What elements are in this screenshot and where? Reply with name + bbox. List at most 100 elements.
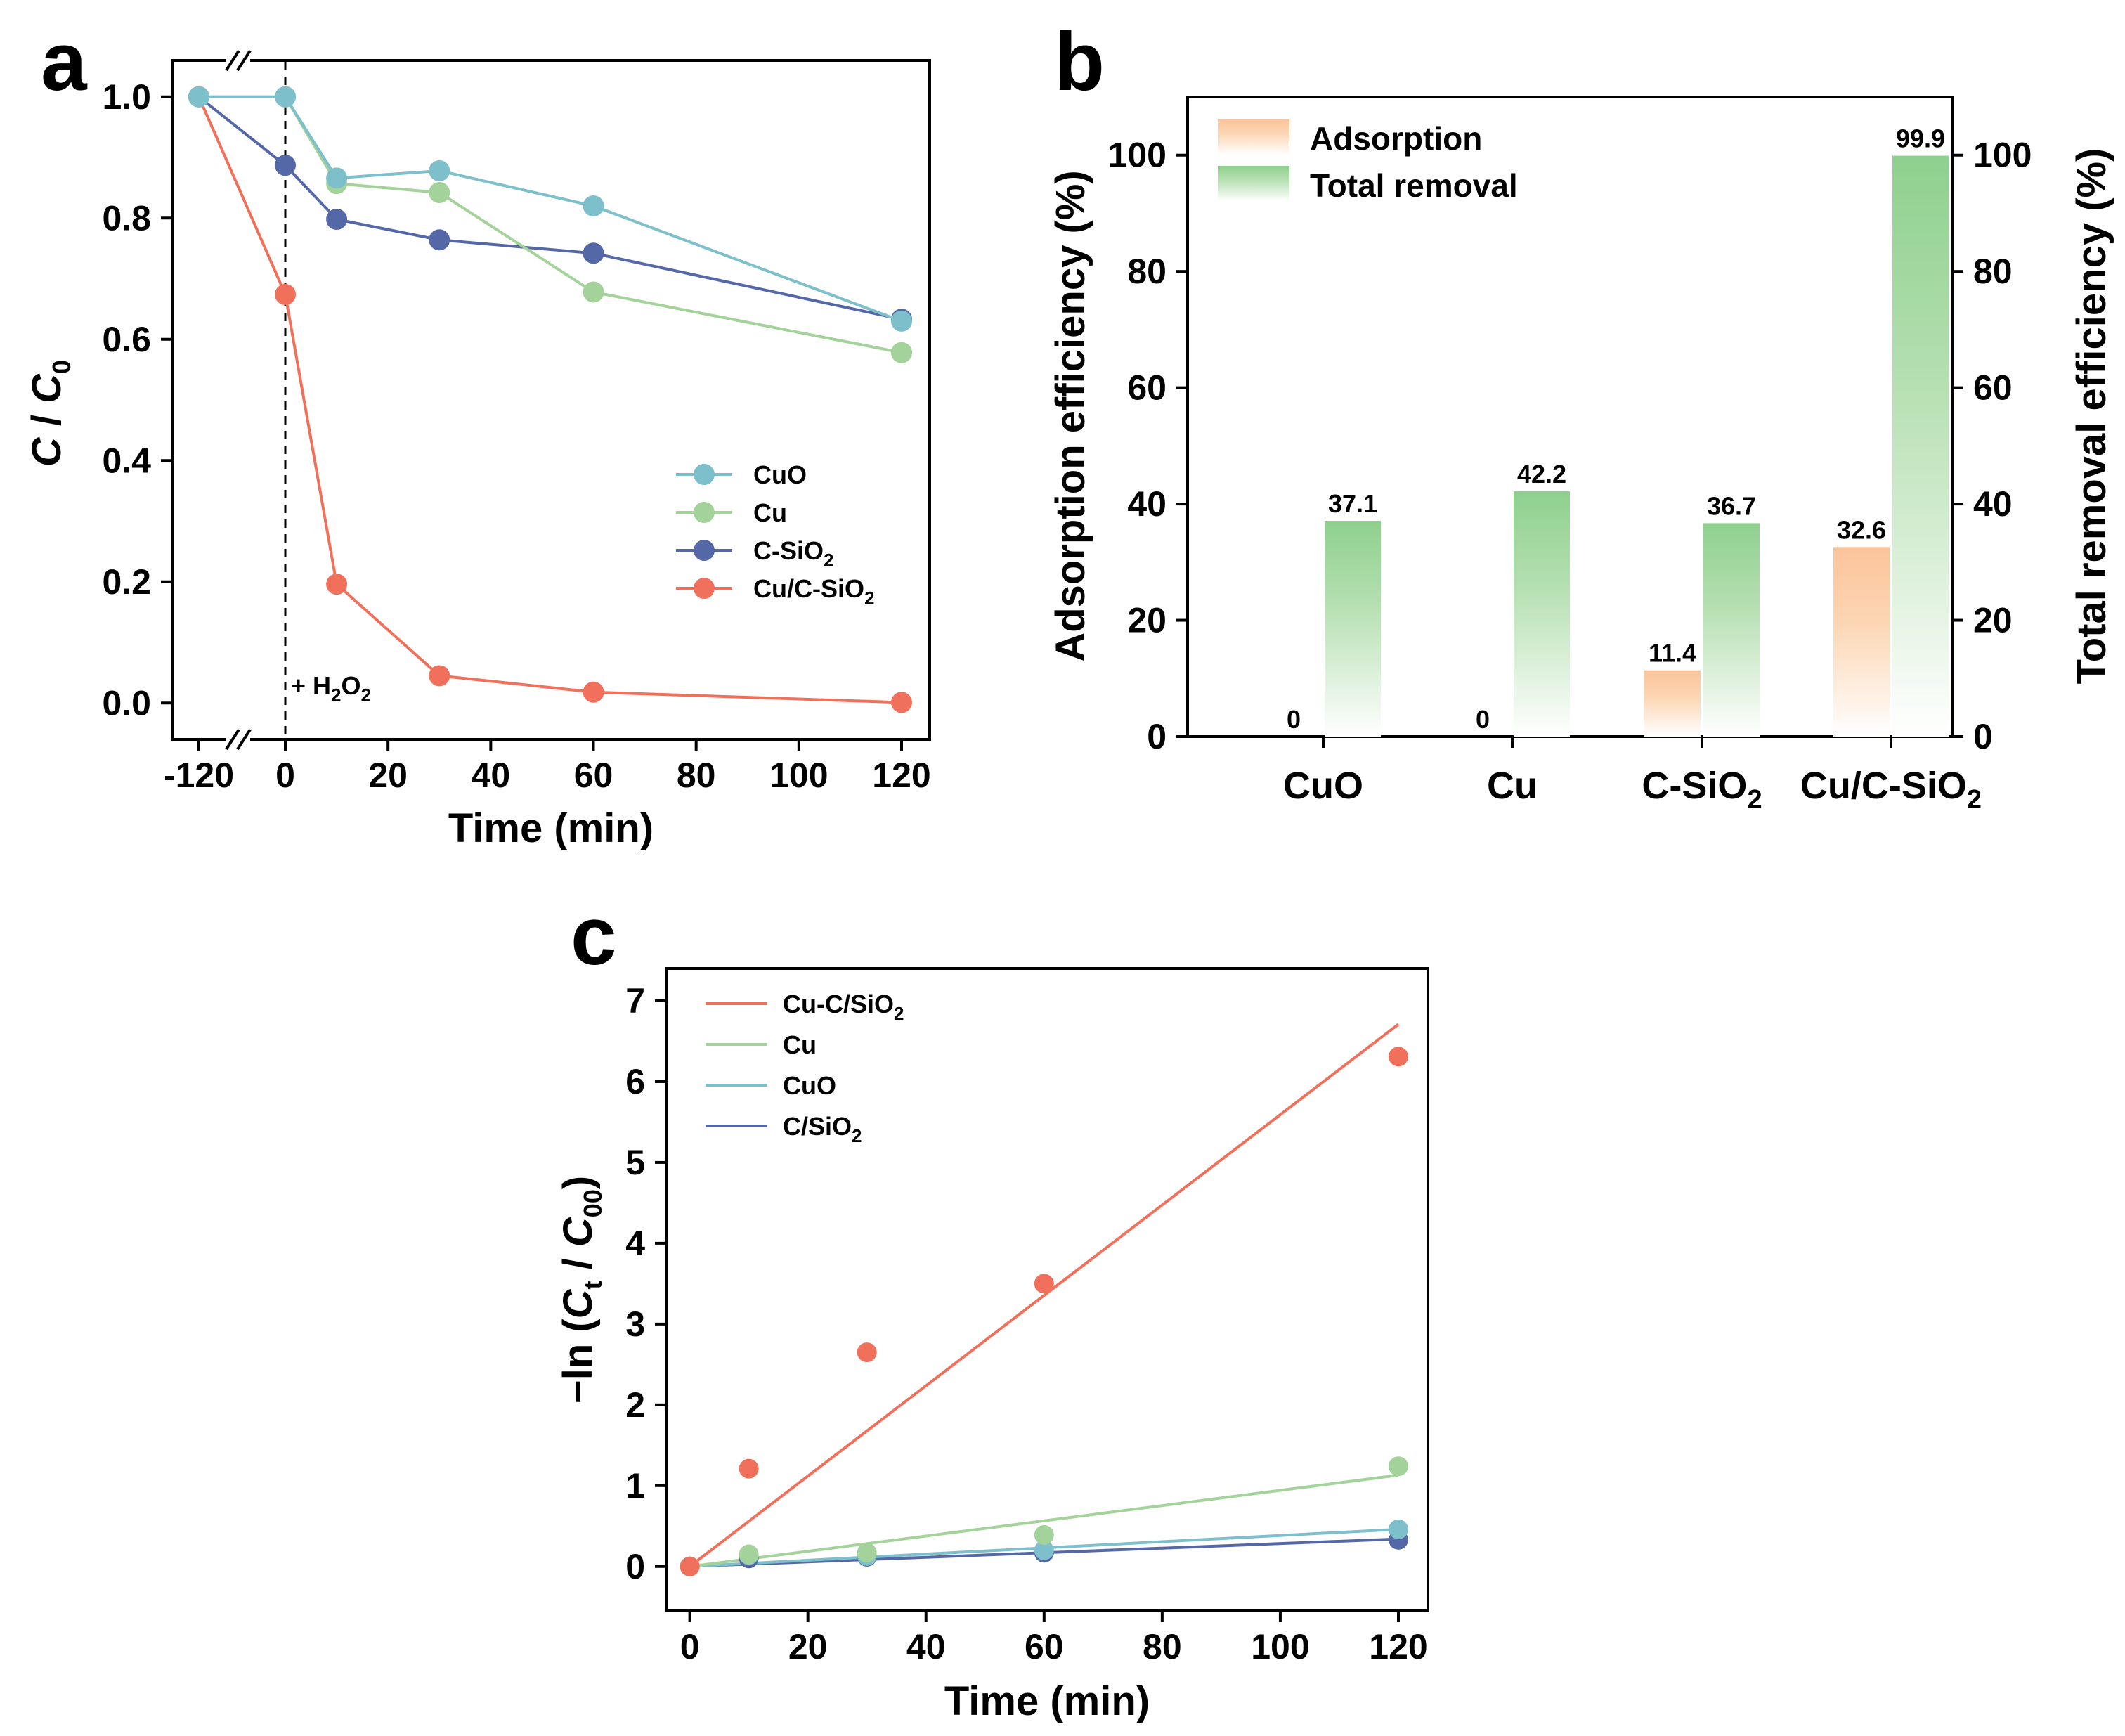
axis-break-mark (236, 49, 252, 72)
data-point-C-SiO2 (429, 229, 450, 251)
y-tick-label: 3 (625, 1304, 645, 1344)
data-point-Cu (891, 342, 912, 363)
y-tick-label: 5 (625, 1143, 645, 1182)
y-tick-label-right: 100 (1973, 136, 2032, 175)
y-tick-label-right: 40 (1973, 484, 2013, 524)
panel-letter-a: a (41, 15, 88, 108)
y-tick-label: 0.4 (102, 441, 151, 480)
x-tick-label: 40 (472, 756, 511, 795)
axis-break-mark (225, 728, 240, 751)
bars-b: 0 37.1 0 42.2 11.4 36.7 32.6 99.9 (1287, 124, 1949, 748)
y-tick-label-left: 40 (1127, 484, 1167, 524)
y-axis-ticks-c: 0 1 2 3 4 5 6 7 (625, 981, 666, 1586)
legend-marker-Cu (694, 502, 715, 523)
data-point-Cu-C/SiO2 (1388, 1047, 1408, 1067)
y-tick-label-right: 0 (1973, 717, 1993, 756)
bar-label-total-removal: 37.1 (1328, 489, 1377, 518)
x-tick-label: 60 (574, 756, 613, 795)
bar-label-adsorption: 0 (1476, 705, 1490, 734)
legend-marker-Cu/C-SiO2 (694, 578, 715, 599)
legend-swatch-adsorption (1218, 119, 1289, 155)
series-line-Cu (199, 95, 902, 354)
y-tick-label-left: 60 (1127, 368, 1167, 408)
x-axis-ticks-a: -120 0 20 40 60 80 100 120 (164, 739, 931, 795)
y-axis-label-right-b: Total removal efficiency (%) (2069, 148, 2114, 685)
bar-total-removal-C-SiO2 (1703, 523, 1760, 737)
data-point-Cu-C/SiO2 (680, 1556, 700, 1576)
x-tick-label: 100 (1251, 1627, 1309, 1666)
x-tick-label: 80 (1143, 1627, 1182, 1666)
data-point-Cu (857, 1543, 877, 1563)
y-tick-label-right: 20 (1973, 601, 2013, 640)
category-label-CuO: CuO (1283, 765, 1363, 807)
data-point-Cu-C/SiO2 (739, 1458, 759, 1479)
series-line-Cu/C-SiO2 (197, 96, 902, 704)
y-tick-label: 1 (625, 1466, 645, 1505)
category-labels-b: CuO Cu C-SiO2 Cu/C-SiO2 (1283, 765, 1982, 815)
legend-label-Cu-C/SiO2: Cu-C/SiO2 (783, 990, 904, 1024)
fit-line-Cu (689, 1473, 1399, 1568)
legend-label-Cu: Cu (753, 498, 787, 527)
bar-adsorption-Cu/C-SiO2 (1833, 547, 1890, 737)
data-point-Cu/C-SiO2 (326, 574, 348, 595)
y-axis-label-a: C / C0 (24, 360, 76, 467)
data-point-Cu (1388, 1456, 1408, 1477)
y-tick-label-left: 80 (1127, 252, 1167, 291)
axis-break-mark (225, 49, 240, 72)
data-point-CuO (1388, 1519, 1408, 1539)
data-point-C-SiO2 (583, 242, 604, 264)
x-tick-label: 60 (1025, 1627, 1064, 1666)
panel-b: b 0 0 20 20 40 40 60 60 80 80 100 100 0 37.1 0 42.2 11.… (1048, 15, 2114, 815)
series-group-a (188, 86, 912, 713)
y-tick-label: 7 (625, 981, 645, 1021)
category-label-C-SiO2: C-SiO2 (1642, 765, 1762, 815)
data-point-CuO (891, 310, 912, 332)
legend-label-CuO: CuO (753, 460, 807, 489)
x-tick-label: 0 (275, 756, 295, 795)
data-point-C-SiO2 (326, 208, 348, 230)
y-axis-label-left-b: Adsorption efficiency (%) (1048, 170, 1093, 661)
legend-label-Cu: Cu (783, 1030, 817, 1059)
panel-letter-b: b (1054, 15, 1105, 108)
series-line-CuO (199, 95, 902, 323)
bar-total-removal-Cu/C-SiO2 (1892, 155, 1949, 737)
x-tick-label: 20 (788, 1627, 828, 1666)
y-tick-label: 4 (625, 1224, 645, 1263)
data-point-CuO (275, 86, 296, 108)
legend-marker-C-SiO2 (694, 540, 715, 561)
y-tick-label: 6 (625, 1062, 645, 1101)
x-tick-label: 0 (680, 1627, 700, 1666)
data-point-Cu (739, 1544, 759, 1565)
x-tick-label: -120 (164, 756, 234, 795)
y-tick-label-left: 20 (1127, 601, 1167, 640)
data-point-CuO (429, 160, 450, 181)
legend-label-adsorption: Adsorption (1310, 120, 1482, 157)
y-tick-label-left: 0 (1147, 717, 1167, 756)
y-axis-label-c: −ln (Ct / C00) (555, 1176, 607, 1404)
legend-b: Adsorption Total removal (1218, 119, 1518, 204)
legend-marker-CuO (694, 464, 715, 485)
x-axis-label-a: Time (min) (448, 805, 654, 851)
y-axis-ticks-a: 0.0 0.2 0.4 0.6 0.8 1.0 (102, 77, 172, 723)
y-tick-label: 0.0 (102, 683, 151, 723)
x-tick-label: 40 (906, 1627, 946, 1666)
data-point-CuO (583, 195, 604, 216)
panel-a: a 0.0 0.2 0.4 0.6 0.8 1.0 -120 0 20 40 60 80 100 120… (24, 15, 931, 851)
bar-label-total-removal: 42.2 (1517, 460, 1566, 488)
legend-c: Cu-C/SiO2 Cu CuO C/SiO2 (706, 990, 904, 1146)
data-point-CuO (188, 86, 209, 108)
x-tick-label: 120 (872, 756, 930, 795)
data-point-Cu (1034, 1524, 1054, 1545)
bar-adsorption-C-SiO2 (1644, 670, 1701, 737)
axis-break-mark (236, 728, 252, 751)
fit-line-Cu-C/SiO2 (689, 1023, 1400, 1568)
series-group-c (680, 1023, 1408, 1576)
panel-letter-c: c (571, 890, 617, 983)
data-point-Cu-C/SiO2 (857, 1342, 877, 1363)
legend-label-Cu/C-SiO2: Cu/C-SiO2 (753, 574, 874, 609)
y-tick-label: 0 (625, 1547, 645, 1586)
data-point-CuO (326, 167, 348, 189)
bar-label-total-removal: 36.7 (1707, 491, 1756, 520)
y-tick-label: 0.8 (102, 198, 151, 238)
x-tick-label: 80 (677, 756, 716, 795)
